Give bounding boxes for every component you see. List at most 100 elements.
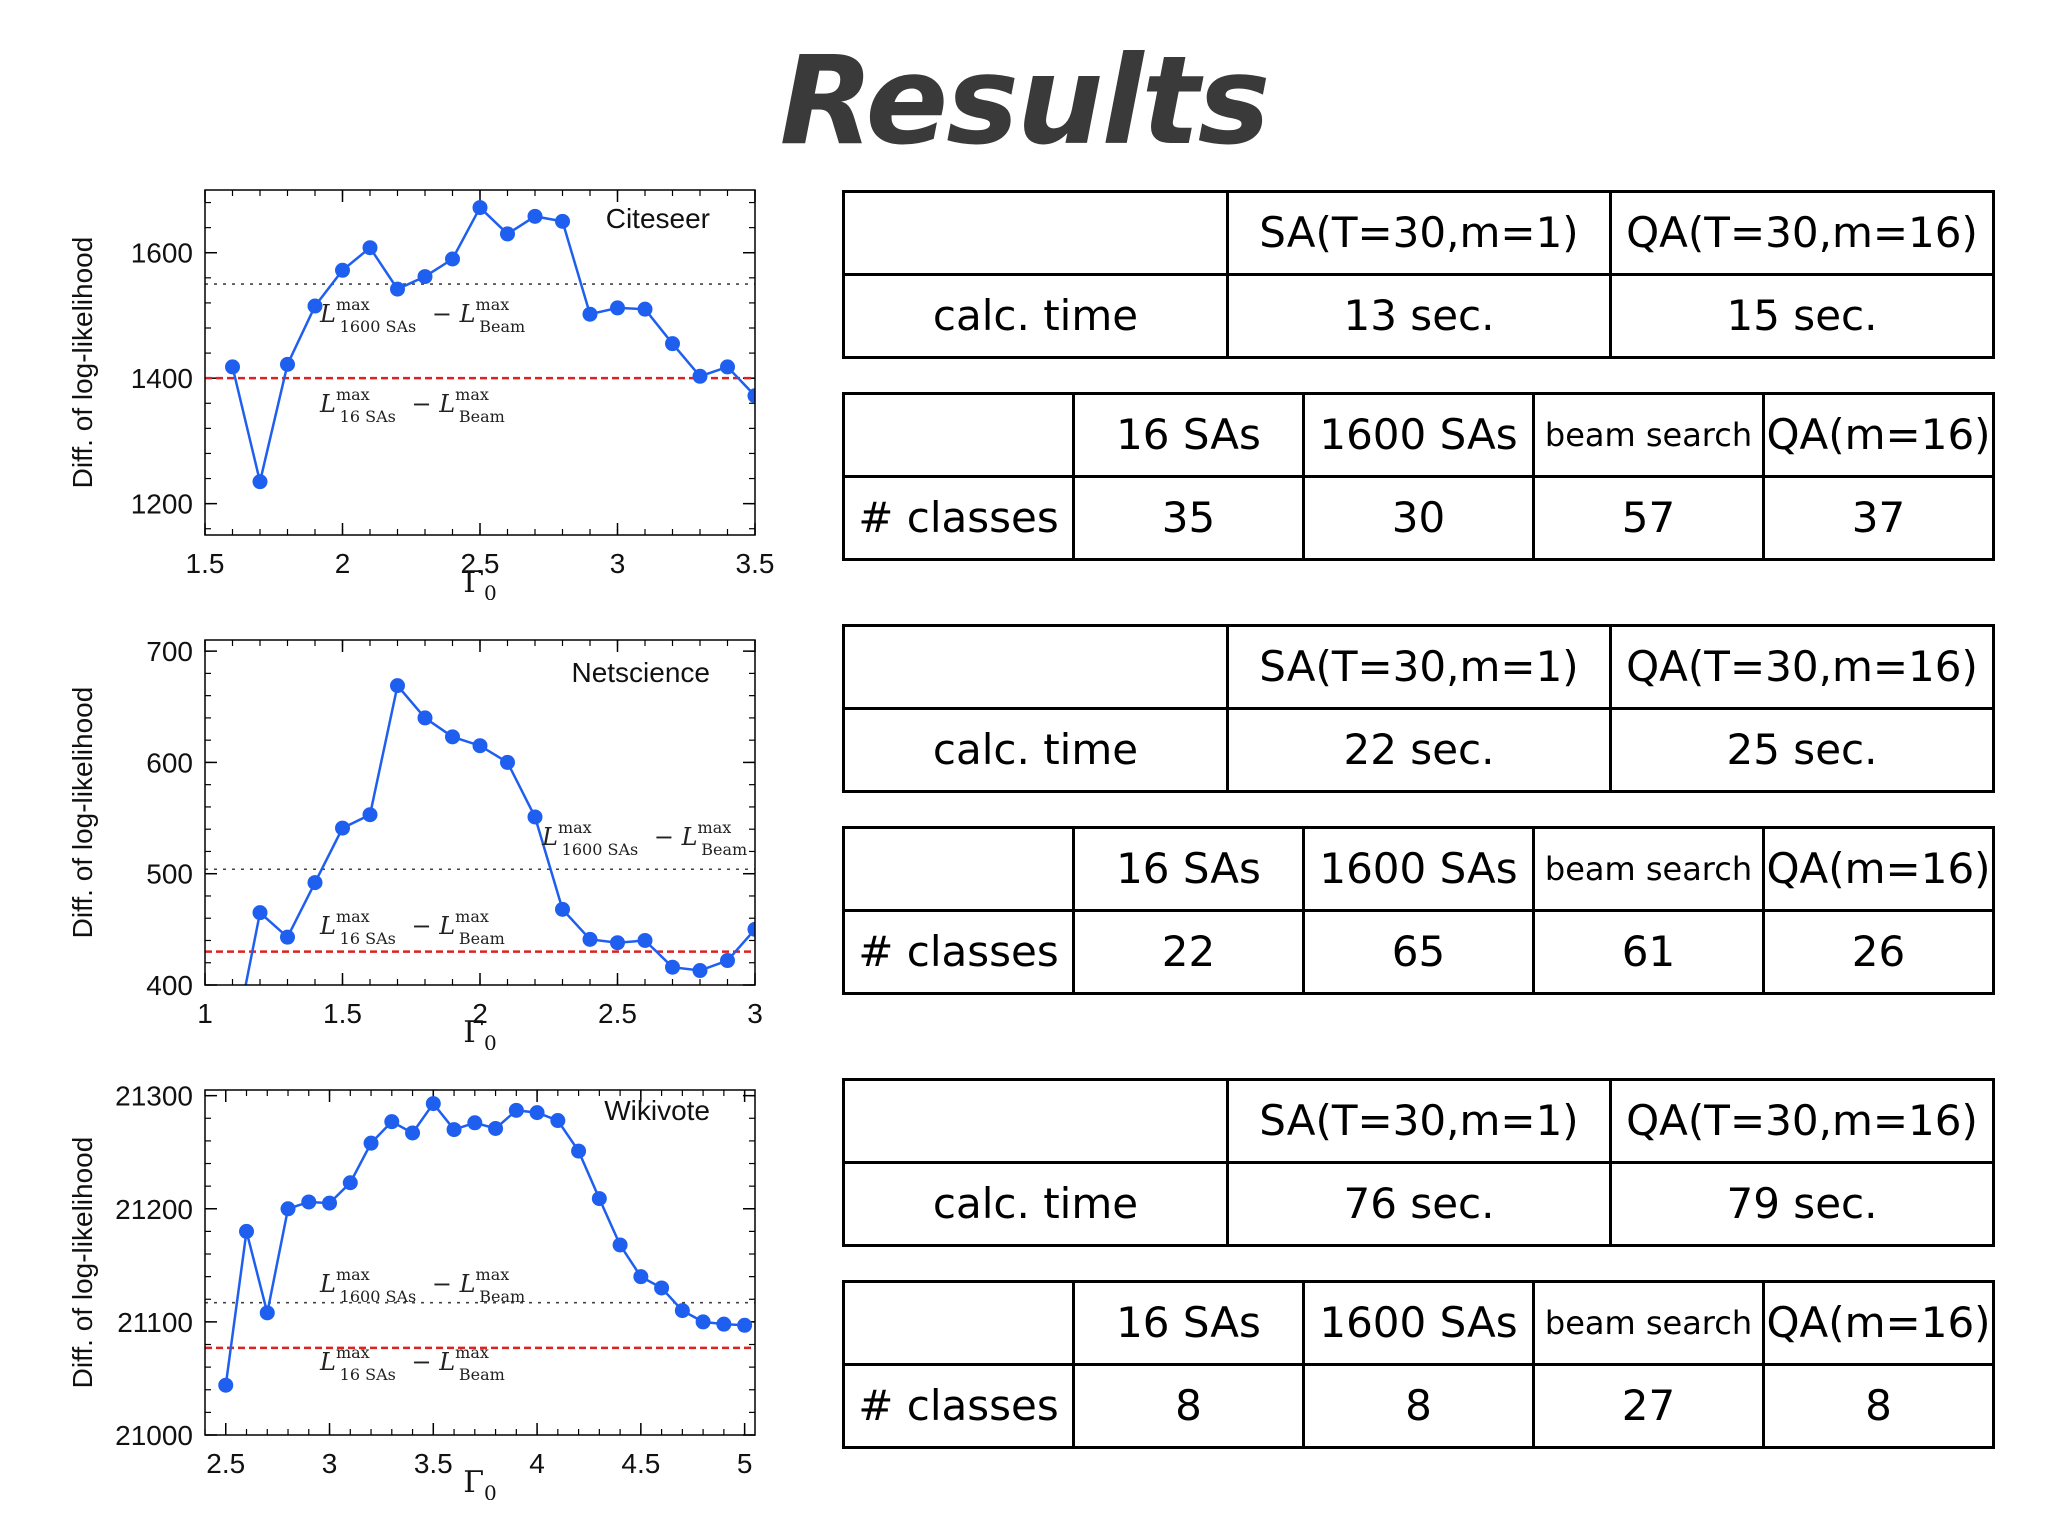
x-tick-label: 2 bbox=[335, 548, 351, 579]
data-point bbox=[342, 1175, 358, 1191]
x-axis-label: Γ0 bbox=[463, 1465, 497, 1500]
data-point bbox=[508, 1102, 524, 1118]
y-tick-label: 21000 bbox=[115, 1420, 193, 1451]
table-row: # classes 8 8 27 8 bbox=[842, 1363, 1995, 1449]
data-point bbox=[610, 300, 625, 316]
data-point bbox=[612, 1237, 628, 1253]
table-cell: 79 sec. bbox=[1609, 1161, 1995, 1247]
x-tick-label: 3 bbox=[747, 998, 763, 1029]
y-tick-label: 21300 bbox=[115, 1081, 193, 1112]
data-point bbox=[674, 1303, 690, 1319]
table-cell: 30 bbox=[1302, 475, 1535, 561]
dataset-label: Citeseer bbox=[606, 203, 710, 234]
data-point bbox=[446, 1122, 462, 1138]
data-point bbox=[737, 1317, 753, 1333]
data-point bbox=[417, 710, 433, 726]
table-header-cell: 16 SAs bbox=[1072, 826, 1305, 912]
table-cell: 8 bbox=[1072, 1363, 1305, 1449]
data-point bbox=[363, 1135, 379, 1151]
table-header-cell: QA(T=30,m=16) bbox=[1609, 1078, 1995, 1164]
data-point bbox=[571, 1143, 587, 1159]
series-group bbox=[225, 200, 755, 490]
table-header-cell: 1600 SAs bbox=[1302, 392, 1535, 478]
table-row: SA(T=30,m=1) QA(T=30,m=16) bbox=[842, 190, 1995, 276]
data-point bbox=[654, 1280, 670, 1296]
data-point bbox=[259, 1305, 275, 1321]
chart-netscience: 1 1.5 2 2.5 3 400 500 600 700 Netscience Lmax 1600 … bbox=[50, 630, 780, 1050]
table-cell bbox=[842, 1078, 1229, 1164]
data-point bbox=[307, 298, 323, 314]
x-tick-label: 3 bbox=[610, 548, 626, 579]
y-tick-label: 1600 bbox=[131, 238, 193, 269]
data-point bbox=[445, 251, 460, 267]
data-point bbox=[633, 1269, 649, 1285]
data-point bbox=[467, 1115, 483, 1131]
chart-svg: 1.5 2 2.5 3 3.5 1200 1400 1600 Citeseer Lmax 1600 … bbox=[67, 189, 774, 600]
data-point bbox=[488, 1120, 504, 1136]
label-16-sas-minus-beam: Lmax 16 SAs − Lmax Beam bbox=[319, 1343, 505, 1384]
data-point bbox=[472, 200, 488, 216]
data-point bbox=[335, 262, 350, 278]
table-cell: 76 sec. bbox=[1226, 1161, 1612, 1247]
table-header-cell: QA(m=16) bbox=[1762, 392, 1995, 478]
data-point bbox=[610, 935, 625, 951]
data-point bbox=[384, 1114, 400, 1130]
table-row: SA(T=30,m=1) QA(T=30,m=16) bbox=[842, 624, 1995, 710]
plot-frame bbox=[204, 1089, 756, 1436]
table-cell bbox=[842, 392, 1075, 478]
data-point bbox=[335, 820, 350, 836]
y-tick-label: 700 bbox=[146, 636, 193, 667]
table-header-cell: beam search bbox=[1532, 826, 1765, 912]
table-cell bbox=[842, 190, 1229, 276]
x-tick-label: 1.5 bbox=[323, 998, 362, 1029]
table-cell: 65 bbox=[1302, 909, 1535, 995]
x-tick-label: 3.5 bbox=[414, 1448, 453, 1479]
data-point bbox=[692, 368, 708, 384]
data-point bbox=[445, 729, 460, 745]
data-point bbox=[527, 809, 543, 825]
x-tick-label: 5 bbox=[737, 1448, 753, 1479]
table-header-cell: 1600 SAs bbox=[1302, 826, 1535, 912]
y-tick-label: 1400 bbox=[131, 363, 193, 394]
y-axis-label: Diff. of log-likelihood bbox=[67, 687, 98, 939]
table-cell bbox=[842, 1280, 1075, 1366]
table-cell: 57 bbox=[1532, 475, 1765, 561]
table-cell: 8 bbox=[1302, 1363, 1535, 1449]
data-point bbox=[280, 929, 295, 945]
data-point bbox=[555, 213, 570, 229]
y-tick-label: 500 bbox=[146, 859, 193, 890]
data-point bbox=[362, 807, 378, 823]
data-point bbox=[417, 269, 433, 285]
table-cell: 22 sec. bbox=[1226, 707, 1612, 793]
row-label: calc. time bbox=[842, 273, 1229, 359]
page-title: Results bbox=[779, 30, 1271, 172]
time-table-netscience: SA(T=30,m=1) QA(T=30,m=16) calc. time 22… bbox=[842, 624, 1995, 793]
x-axis-label: Γ0 bbox=[463, 565, 497, 600]
table-cell: 8 bbox=[1762, 1363, 1995, 1449]
x-tick-label: 1 bbox=[197, 998, 213, 1029]
data-point bbox=[239, 1223, 255, 1239]
classes-table-netscience: 16 SAs 1600 SAs beam search QA(m=16) # c… bbox=[842, 826, 1995, 995]
table-row: 16 SAs 1600 SAs beam search QA(m=16) bbox=[842, 826, 1995, 912]
data-point bbox=[582, 931, 598, 947]
x-tick-label: 4.5 bbox=[621, 1448, 660, 1479]
x-tick-label: 2 bbox=[472, 998, 488, 1029]
y-axis-label: Diff. of log-likelihood bbox=[67, 237, 98, 489]
time-table-citeseer: SA(T=30,m=1) QA(T=30,m=16) calc. time 13… bbox=[842, 190, 1995, 359]
x-tick-label: 4 bbox=[529, 1448, 545, 1479]
dataset-label: Netscience bbox=[571, 657, 710, 688]
row-label: # classes bbox=[842, 475, 1075, 561]
row-label: calc. time bbox=[842, 1161, 1229, 1247]
table-cell: 37 bbox=[1762, 475, 1995, 561]
x-axis-label: Γ0 bbox=[463, 1015, 497, 1050]
data-point bbox=[218, 1377, 234, 1393]
y-tick-label: 400 bbox=[146, 970, 193, 1001]
y-axis-label: Diff. of log-likelihood bbox=[67, 1137, 98, 1389]
data-point bbox=[307, 875, 323, 891]
x-tick-label: 2.5 bbox=[461, 548, 500, 579]
table-header-cell: SA(T=30,m=1) bbox=[1226, 190, 1612, 276]
table-header-cell: SA(T=30,m=1) bbox=[1226, 624, 1612, 710]
table-header-cell: beam search bbox=[1532, 392, 1765, 478]
chart-svg: 1 1.5 2 2.5 3 400 500 600 700 Netscience Lmax 1600 … bbox=[67, 636, 763, 1050]
data-point bbox=[390, 281, 405, 297]
